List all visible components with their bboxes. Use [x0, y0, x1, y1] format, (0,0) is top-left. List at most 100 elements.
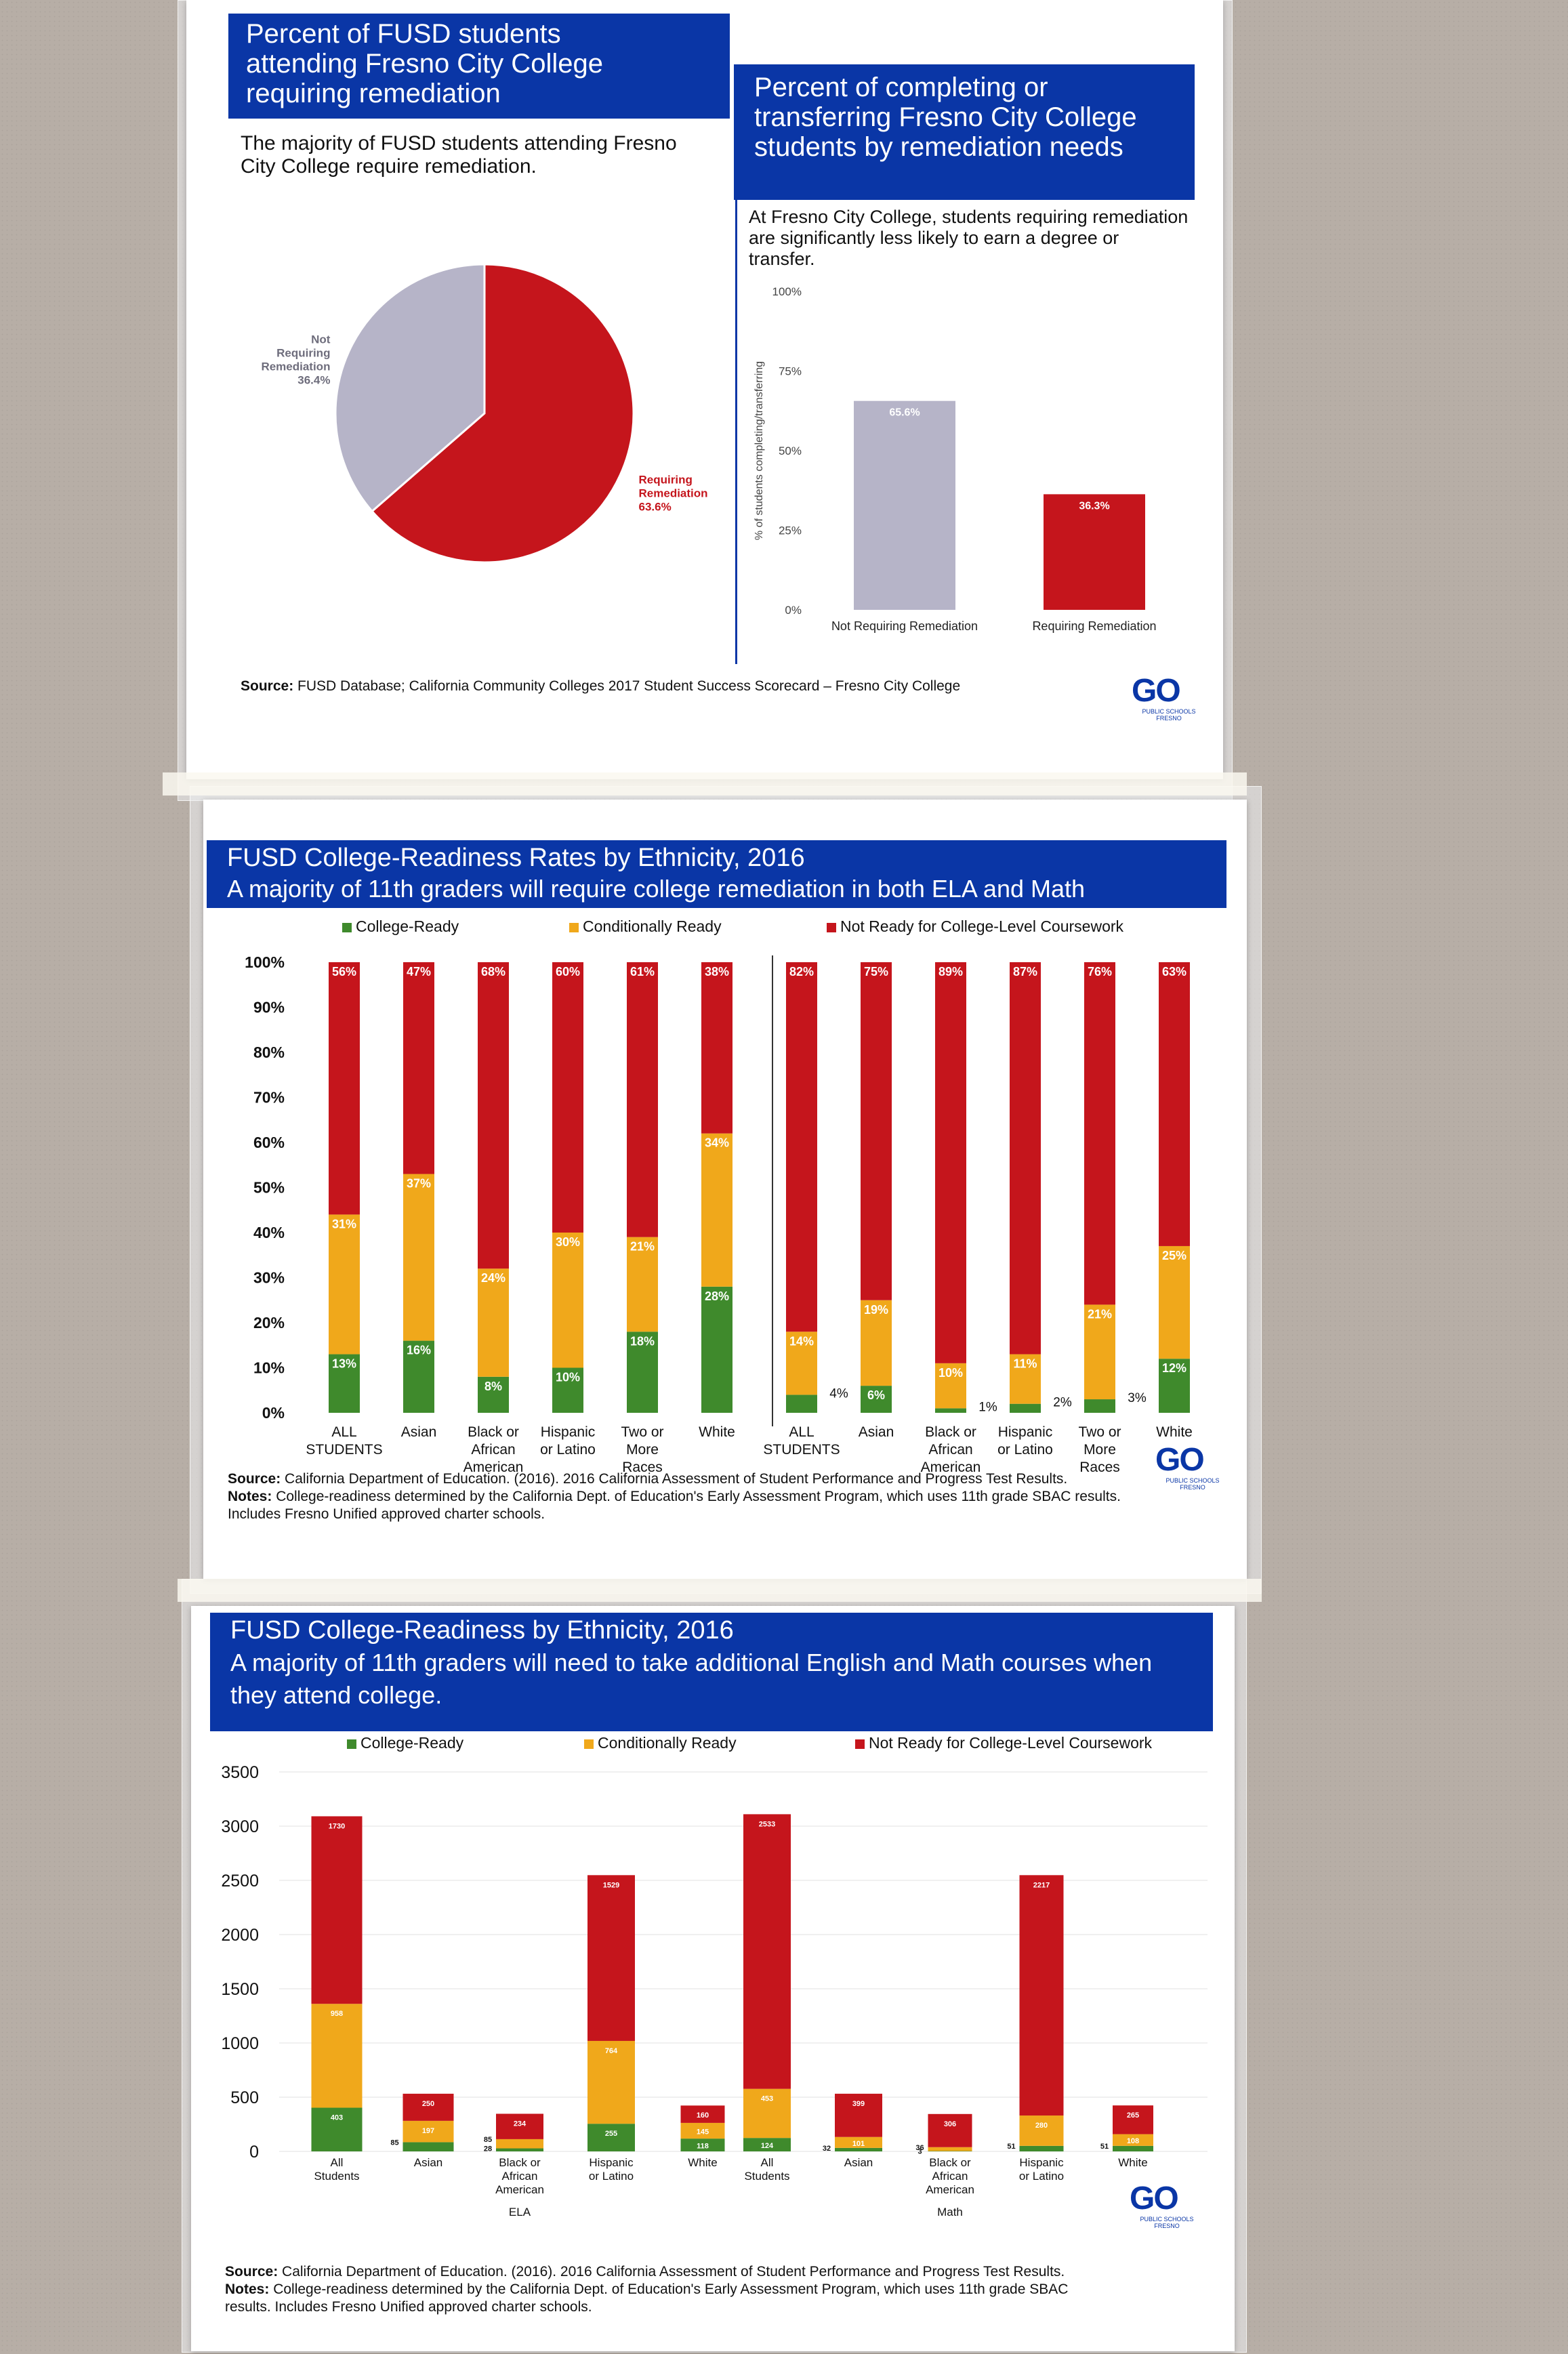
source-text: California Department of Education. (201…	[282, 2264, 1065, 2279]
x-tick-label: Asian	[401, 1424, 437, 1440]
counts-bar-label: 2217	[1033, 1881, 1050, 1889]
rates-bar-segment	[935, 962, 966, 1363]
counts-bar-label: 28	[484, 2145, 492, 2153]
x-tick-label: Asian	[414, 2156, 443, 2169]
counts-bar-segment	[1113, 2145, 1153, 2151]
counts-bar-segment	[835, 2147, 882, 2151]
rates-bar-label: 75%	[864, 965, 888, 978]
x-tick-label: Students	[744, 2170, 789, 2183]
pie-subtitle: The majority of FUSD students attending …	[241, 132, 677, 178]
y-tick-label: 3500	[221, 1763, 259, 1782]
rates-bar-label: 13%	[332, 1357, 356, 1371]
rates-title-band: FUSD College-Readiness Rates by Ethnicit…	[207, 840, 1226, 908]
counts-subtitle: A majority of 11th graders will need to …	[230, 1649, 1153, 1709]
counts-bar-label: 306	[944, 2120, 956, 2128]
counts-bar-label: 453	[761, 2095, 773, 2103]
pie-slice-label: Remediation	[639, 487, 708, 500]
x-tick-label: Black or	[499, 2156, 541, 2169]
y-tick-label: 20%	[253, 1314, 285, 1331]
tape-1	[163, 772, 1247, 796]
y-tick-label: 100%	[245, 953, 285, 971]
y-tick-label: 60%	[253, 1134, 285, 1151]
rates-bar-label: 1%	[978, 1400, 997, 1414]
rates-bar-segment	[701, 962, 733, 1134]
pie-slice-value: 63.6%	[639, 501, 672, 514]
pie-slice	[370, 263, 635, 564]
x-tick-label: Students	[314, 2170, 359, 2183]
counts-bar-segment	[1019, 1875, 1064, 2116]
source-label: Source:	[225, 2264, 278, 2279]
counts-bar-label: 958	[331, 2010, 343, 2018]
group-label: Math	[937, 2206, 963, 2218]
rates-bar-segment	[1084, 1399, 1115, 1413]
rates-bar-segment	[1159, 1245, 1190, 1359]
go-logo-2: GO PUBLIC SCHOOLS FRESNO	[1155, 1443, 1230, 1491]
x-tick-label: or Latino	[997, 1442, 1053, 1458]
counts-bar-segment	[1019, 2145, 1064, 2151]
notes-text: College-readiness determined by the Cali…	[228, 1489, 1121, 1522]
y-tick-label: 25%	[779, 524, 802, 537]
x-tick-label: Hispanic	[541, 1424, 596, 1440]
y-tick-label: 75%	[779, 365, 802, 378]
x-tick-label: Two or	[621, 1424, 663, 1440]
pie-slice-label: Not	[311, 333, 331, 346]
notes-text: College-readiness determined by the Cali…	[225, 2281, 1069, 2315]
go-logo-3: GO PUBLIC SCHOOLS FRESNO	[1130, 2182, 1204, 2230]
poster3-source: Source: California Department of Educati…	[225, 2263, 1106, 2316]
y-tick-label: 500	[230, 2088, 259, 2107]
pie-title: Percent of FUSD students attending Fresn…	[246, 19, 603, 108]
y-tick-label: 30%	[253, 1269, 285, 1287]
counts-bar-label: 1529	[603, 1881, 619, 1889]
counts-bar-label: 124	[761, 2142, 774, 2150]
counts-bar-label: 51	[1007, 2143, 1015, 2151]
rates-bar-label: 28%	[705, 1289, 729, 1303]
x-tick-label: Asian	[844, 2156, 873, 2169]
rates-bar-segment	[478, 962, 509, 1269]
rates-bar-label: 18%	[630, 1334, 655, 1348]
counts-bar-segment	[587, 2124, 635, 2151]
rates-bar-label: 19%	[864, 1303, 888, 1317]
go-logo-caption: PUBLIC SCHOOLS FRESNO	[1142, 708, 1196, 722]
x-tick-label: American	[463, 1460, 524, 1475]
rates-bar-label: 47%	[407, 965, 431, 978]
legend-label: Not Ready for College-Level Coursework	[840, 917, 1124, 935]
pie-chart: RequiringRemediation63.6%NotRequiringRem…	[261, 263, 708, 564]
legend-swatch	[827, 923, 836, 932]
rates-bar-segment	[1084, 962, 1115, 1305]
y-axis-label: % of students completing/transferring	[754, 361, 765, 540]
y-tick-label: 2500	[221, 1872, 259, 1891]
notes-label: Notes:	[228, 1489, 272, 1504]
counts-bar-segment	[311, 2004, 363, 2108]
x-tick-label: Not Requiring Remediation	[831, 619, 978, 633]
counts-bar-label: 234	[514, 2120, 527, 2128]
rates-bar-label: 34%	[705, 1136, 729, 1150]
rates-bar-label: 16%	[407, 1344, 431, 1357]
rates-bar-label: 2%	[1053, 1396, 1072, 1410]
x-tick-label: Black or	[468, 1424, 519, 1440]
legend-label: College-Ready	[356, 917, 459, 935]
y-tick-label: 10%	[253, 1359, 285, 1377]
rates-bar-label: 10%	[556, 1371, 580, 1384]
x-tick-label: Requiring Remediation	[1032, 619, 1156, 633]
counts-bar-segment	[835, 2093, 882, 2137]
counts-bar-label: 85	[390, 2139, 398, 2147]
counts-bar-label: 1730	[329, 1822, 345, 1830]
rates-bar-segment	[786, 1395, 817, 1413]
rates-bar-segment	[701, 1286, 733, 1413]
rates-bar-label: 12%	[1162, 1361, 1187, 1375]
y-tick-label: 0%	[262, 1404, 285, 1422]
counts-bar-label: 197	[422, 2127, 434, 2135]
rates-bar-segment	[329, 962, 360, 1215]
x-tick-label: or Latino	[589, 2170, 634, 2183]
y-tick-label: 1000	[221, 2034, 259, 2053]
x-tick-label: Black or	[925, 1424, 976, 1440]
rates-bar-label: 76%	[1088, 965, 1112, 978]
poster-remediation: Percent of FUSD students attending Fresn…	[186, 0, 1223, 779]
x-tick-label: Hispanic	[1019, 2156, 1064, 2169]
rates-bar-segment	[329, 1354, 360, 1413]
rates-bar-label: 6%	[867, 1388, 885, 1402]
rates-bar-segment	[1159, 962, 1190, 1246]
source-label: Source:	[228, 1471, 281, 1487]
rates-bar-segment	[329, 1214, 360, 1355]
legend-swatch	[347, 1739, 356, 1749]
